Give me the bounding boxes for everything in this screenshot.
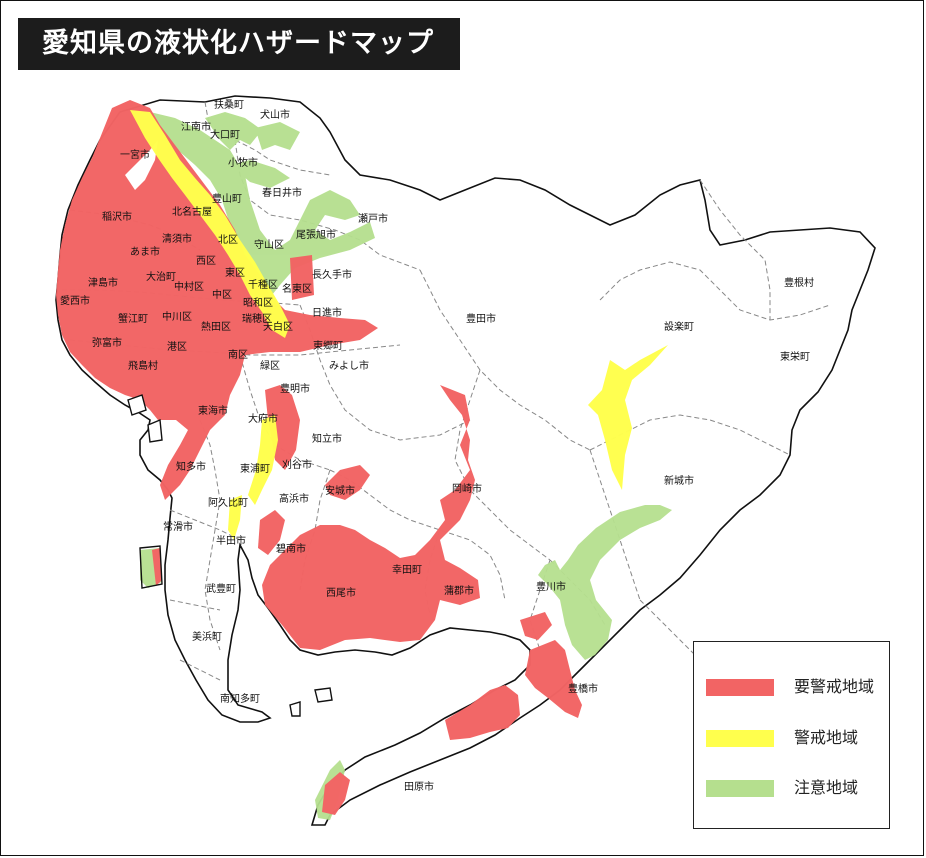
- place-label: 東海市: [198, 404, 228, 417]
- place-label: 豊田市: [466, 312, 496, 325]
- place-label: 飛島村: [128, 359, 158, 372]
- place-label: 西尾市: [326, 586, 356, 599]
- legend-label: 要警戒地域: [794, 677, 875, 696]
- legend-swatch: [706, 780, 774, 797]
- place-label: 大治町: [146, 270, 176, 283]
- place-label: 千種区: [248, 278, 278, 291]
- place-label: 守山区: [254, 238, 284, 251]
- place-label: 春日井市: [262, 186, 302, 199]
- place-label: 稲沢市: [102, 210, 132, 223]
- place-label: 北名古屋: [172, 205, 212, 218]
- place-label: 阿久比町: [208, 497, 248, 509]
- place-label: 熱田区: [201, 320, 231, 333]
- place-label: 高浜市: [279, 492, 309, 505]
- place-label: 中区: [212, 288, 232, 301]
- coastline-details: [127, 394, 333, 717]
- place-label: 日進市: [312, 306, 342, 319]
- place-label: 愛西市: [60, 294, 90, 307]
- place-label: 大府市: [248, 412, 278, 425]
- legend-swatch: [706, 679, 774, 696]
- place-label: 岡崎市: [452, 482, 482, 495]
- place-label: 緑区: [260, 359, 280, 372]
- place-label: 江南市: [181, 120, 211, 133]
- place-label: 設楽町: [664, 320, 694, 333]
- place-label: 田原市: [404, 780, 434, 793]
- legend-item-high-risk: 要警戒地域: [694, 675, 889, 699]
- place-label: 安城市: [325, 484, 355, 497]
- place-labels: 扶桑町 犬山市 江南市 大口町 一宮市 小牧市 春日井市 豊山町 瀬戸市 北名古…: [60, 98, 814, 793]
- place-label: 犬山市: [260, 108, 290, 121]
- place-label: 天白区: [263, 320, 293, 333]
- place-label: 南区: [228, 348, 248, 361]
- place-label: 知立市: [312, 432, 342, 445]
- place-label: 名東区: [282, 282, 312, 295]
- place-label: 大口町: [210, 128, 240, 141]
- place-label: 北区: [218, 234, 238, 246]
- place-label: 蟹江町: [118, 312, 148, 325]
- legend-label: 警戒地域: [794, 728, 859, 747]
- place-label: 美浜町: [192, 630, 222, 643]
- place-label: 豊根村: [784, 276, 814, 289]
- place-label: 豊明市: [280, 382, 310, 395]
- legend-label: 注意地域: [794, 778, 859, 797]
- place-label: 尾張旭市: [296, 228, 336, 241]
- place-label: 豊川市: [536, 580, 566, 593]
- municipal-boundaries: [62, 101, 831, 681]
- place-label: 扶桑町: [214, 98, 244, 111]
- place-label: 豊橋市: [568, 682, 598, 695]
- place-label: 碧南市: [276, 542, 306, 555]
- legend-item-caution: 注意地域: [694, 776, 889, 800]
- map-title: 愛知県の液状化ハザードマップ: [18, 18, 460, 70]
- warning-areas: [130, 110, 668, 540]
- place-label: 豊山町: [212, 192, 242, 205]
- legend: 要警戒地域 警戒地域 注意地域: [693, 641, 890, 829]
- place-label: 武豊町: [206, 582, 236, 595]
- place-label: 弥富市: [92, 336, 122, 349]
- place-label: 半田市: [216, 534, 246, 547]
- place-label: 東栄町: [780, 350, 810, 363]
- place-label: 小牧市: [228, 156, 258, 169]
- place-label: 新城市: [664, 474, 694, 487]
- place-label: 東区: [225, 266, 245, 279]
- place-label: 中川区: [162, 310, 192, 323]
- place-label: 蒲郡市: [444, 584, 474, 597]
- place-label: 瀬戸市: [358, 212, 388, 225]
- place-label: あま市: [130, 245, 160, 258]
- place-label: 昭和区: [243, 297, 273, 309]
- place-label: みよし市: [329, 359, 369, 372]
- legend-swatch: [706, 730, 774, 747]
- place-label: 南知多町: [220, 692, 260, 705]
- legend-item-warning: 警戒地域: [694, 726, 889, 750]
- place-label: 刈谷市: [282, 458, 312, 471]
- place-label: 清須市: [162, 232, 192, 245]
- place-label: 港区: [167, 341, 187, 353]
- place-label: 常滑市: [163, 520, 193, 533]
- place-label: 津島市: [88, 276, 118, 289]
- place-label: 中村区: [174, 280, 204, 293]
- place-label: 一宮市: [120, 148, 150, 161]
- place-label: 東郷町: [313, 339, 343, 352]
- place-label: 西区: [196, 255, 216, 267]
- place-label: 東浦町: [240, 462, 270, 475]
- place-label: 幸田町: [392, 564, 422, 576]
- place-label: 知多市: [176, 460, 206, 473]
- place-label: 長久手市: [312, 268, 352, 281]
- place-label: 瑞穂区: [242, 312, 272, 325]
